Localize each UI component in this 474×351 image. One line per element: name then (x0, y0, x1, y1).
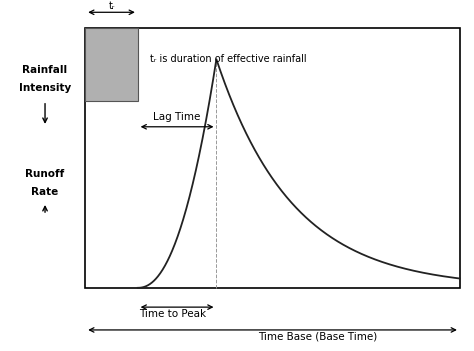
Text: tᵣ: tᵣ (109, 1, 115, 11)
Text: Time to Peak: Time to Peak (139, 309, 206, 319)
Text: Rate: Rate (31, 187, 59, 197)
Text: Rainfall: Rainfall (22, 65, 68, 75)
Text: tᵣ is duration of effective rainfall: tᵣ is duration of effective rainfall (150, 54, 306, 64)
Text: Runoff: Runoff (26, 168, 64, 179)
Bar (85, 28, 460, 288)
Text: Lag Time: Lag Time (154, 112, 201, 121)
Bar (85, 28, 138, 101)
Text: Intensity: Intensity (19, 83, 71, 93)
Text: Time Base (Base Time): Time Base (Base Time) (258, 332, 377, 342)
